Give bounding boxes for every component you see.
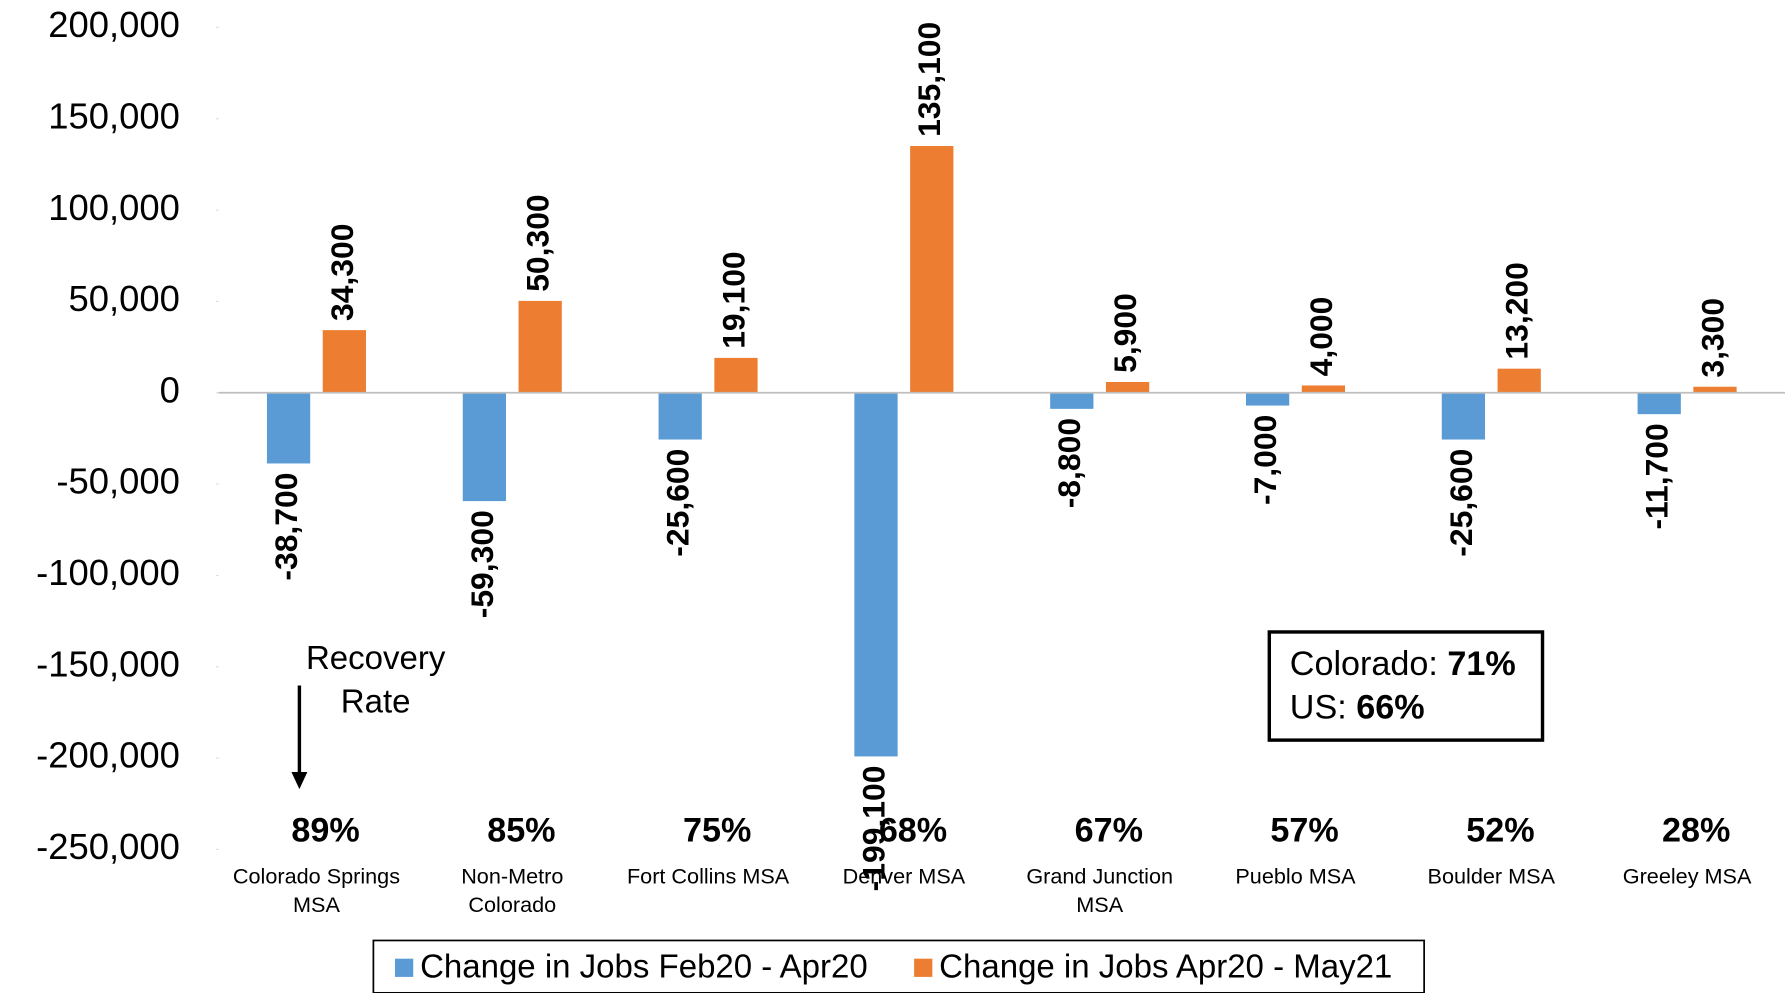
recovery-rate: 52% — [1466, 811, 1534, 849]
recovery-rate: 89% — [291, 811, 359, 849]
x-tick-label: Greeley MSA — [1622, 865, 1752, 890]
bar — [1441, 392, 1486, 440]
bar — [854, 392, 898, 757]
y-tick-label: -50,000 — [56, 461, 179, 502]
summary-label: Colorado: — [1290, 645, 1438, 683]
x-tick-label: Non-Metro Colorado — [461, 865, 564, 918]
data-label: -59,300 — [464, 510, 500, 618]
x-tick-label: Pueblo MSA — [1235, 865, 1356, 890]
data-label: 4,000 — [1303, 297, 1339, 377]
bar — [1637, 392, 1681, 415]
bar — [1105, 382, 1150, 393]
x-tick-label-box: Colorado Springs MSA — [232, 865, 401, 918]
y-tick-label: 0 — [160, 369, 180, 410]
x-tick-label-box: Fort Collins MSA — [626, 865, 790, 890]
summary-line: US: 66% — [1290, 688, 1425, 726]
x-tick-label-box: Greeley MSA — [1622, 865, 1752, 890]
x-tick-label-box: Non-Metro Colorado — [461, 865, 564, 918]
data-label: 19,100 — [715, 251, 751, 348]
x-tick-label-box: Grand Junction MSA — [1026, 865, 1174, 918]
bar — [1245, 392, 1290, 406]
data-label: 34,300 — [324, 224, 360, 321]
recovery-label: Rate — [341, 682, 411, 719]
y-tick-label: 100,000 — [48, 187, 180, 228]
summary-value: 71% — [1447, 645, 1515, 683]
x-tick-label-box: Denver MSA — [842, 865, 966, 890]
bar — [714, 357, 758, 393]
data-label: 13,200 — [1499, 262, 1535, 359]
data-label: 5,900 — [1107, 293, 1143, 373]
recovery-rate: 67% — [1075, 811, 1143, 849]
legend-swatch — [395, 958, 414, 977]
summary-box — [1267, 630, 1545, 742]
data-label: 50,300 — [520, 194, 556, 291]
bar — [518, 300, 562, 393]
data-label: 135,100 — [911, 22, 947, 137]
legend-label: Change in Jobs Feb20 - Apr20 — [420, 948, 868, 985]
legend-label: Change in Jobs Apr20 - May21 — [939, 948, 1392, 985]
bar — [1693, 386, 1737, 393]
x-tick-label: Colorado Springs MSA — [232, 865, 401, 918]
x-tick-label: Denver MSA — [842, 865, 966, 890]
bar — [266, 392, 311, 464]
recovery-label: Recovery — [306, 639, 446, 676]
bar — [322, 330, 366, 393]
y-tick-label: -150,000 — [36, 643, 180, 684]
recovery-rate: 68% — [879, 811, 947, 849]
data-label: -25,600 — [1443, 449, 1479, 557]
bar — [462, 392, 507, 502]
x-tick-label: Grand Junction MSA — [1026, 865, 1174, 918]
legend-swatch — [914, 958, 933, 977]
recovery-rate: 28% — [1662, 811, 1730, 849]
recovery-rate: 85% — [487, 811, 555, 849]
x-tick-label-box: Pueblo MSA — [1235, 865, 1356, 890]
x-tick-label-box: Boulder MSA — [1427, 865, 1556, 890]
bar — [1301, 385, 1346, 393]
data-label: -11,700 — [1639, 423, 1675, 529]
data-label: -38,700 — [268, 473, 304, 581]
y-tick-label: -200,000 — [36, 735, 180, 776]
bar — [910, 146, 954, 393]
y-tick-label: -250,000 — [36, 826, 180, 867]
y-tick-label: 150,000 — [48, 95, 180, 136]
y-tick-label: 50,000 — [69, 278, 180, 319]
bar — [658, 392, 702, 440]
x-tick-label: Boulder MSA — [1427, 865, 1556, 890]
data-label: -25,600 — [660, 449, 696, 557]
summary-label: US: — [1290, 688, 1347, 726]
arrow-head — [291, 771, 308, 790]
recovery-rate: 57% — [1270, 811, 1338, 849]
summary-line: Colorado: 71% — [1290, 645, 1516, 683]
data-label: -199,100 — [855, 766, 891, 892]
data-label: -8,800 — [1051, 418, 1087, 508]
data-label: -7,000 — [1247, 415, 1283, 505]
summary-value: 66% — [1356, 688, 1424, 726]
y-tick-label: 200,000 — [48, 4, 180, 45]
y-tick-label: -100,000 — [36, 552, 180, 593]
legend — [372, 939, 1425, 994]
x-tick-label: Fort Collins MSA — [626, 865, 790, 890]
bar — [1050, 392, 1094, 409]
recovery-rate: 75% — [683, 811, 751, 849]
bar — [1497, 368, 1541, 393]
data-label: 3,300 — [1694, 298, 1730, 378]
